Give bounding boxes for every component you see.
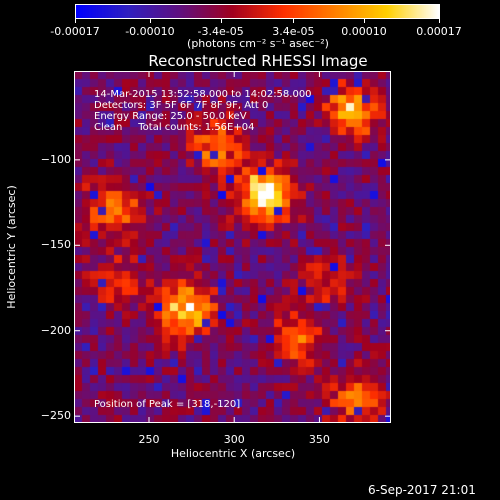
y-tick-label: −200 [40,323,71,337]
colorbar-tick [75,19,76,23]
colorbar-tick [149,19,151,23]
colorbar-tick-label: 0.00017 [416,25,462,38]
annotation-detectors: Detectors: 3F 5F 6F 7F 8F 9F, Att 0 [94,100,269,111]
colorbar-tick [293,19,295,23]
x-tick-label: 350 [308,433,330,446]
colorbar-tick-label: 3.4e-05 [272,25,315,38]
y-tick-label: −250 [40,409,71,423]
colorbar-tick-label: -3.4e-05 [197,25,244,38]
colorbar-tick-label: -0.00017 [50,25,100,38]
footer-timestamp: 6-Sep-2017 21:01 [368,483,476,497]
x-tick-label: 300 [223,433,245,446]
annotation-peak-position: Position of Peak = [318,-120] [94,399,241,410]
colorbar [75,4,440,19]
y-axis-label: Heliocentric Y (arcsec) [5,185,18,309]
annotation-time-range: 14-Mar-2015 13:52:58.000 to 14:02:58.000 [94,89,312,100]
axis-ticks [74,71,391,423]
x-axis-label: Heliocentric X (arcsec) [170,447,296,460]
annotation-energy-range: Energy Range: 25.0 - 50.0 keV [94,111,247,122]
y-tick-label: −100 [40,152,71,166]
colorbar-tick [439,19,440,23]
heatmap-image [74,71,391,423]
plot-frame [74,71,391,423]
colorbar-tick [364,19,366,23]
x-tick-label: 250 [138,433,160,446]
colorbar-tick-label: 0.00010 [341,25,387,38]
y-tick-label: −150 [40,238,71,252]
colorbar-units-label: (photons cm⁻² s⁻¹ asec⁻²) [187,37,329,50]
annotation-counts: Clean Total counts: 1.56E+04 [94,122,255,133]
colorbar-tick [220,19,222,23]
colorbar-tick-label: -0.00010 [125,25,175,38]
chart-title: Reconstructed RHESSI Image [148,52,368,70]
